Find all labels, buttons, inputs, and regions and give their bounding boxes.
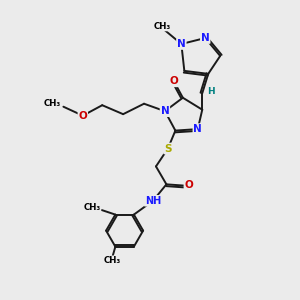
Text: N: N (160, 106, 169, 116)
Text: O: O (169, 76, 178, 86)
Text: CH₃: CH₃ (83, 202, 100, 211)
Text: N: N (201, 33, 210, 43)
Text: NH: NH (145, 196, 161, 206)
Text: CH₃: CH₃ (43, 99, 60, 108)
Text: N: N (194, 124, 202, 134)
Text: H: H (207, 87, 215, 96)
Text: CH₃: CH₃ (153, 22, 171, 31)
Text: O: O (184, 180, 193, 190)
Text: CH₃: CH₃ (104, 256, 121, 265)
Text: N: N (177, 39, 186, 49)
Text: S: S (164, 143, 172, 154)
Text: O: O (78, 111, 87, 121)
